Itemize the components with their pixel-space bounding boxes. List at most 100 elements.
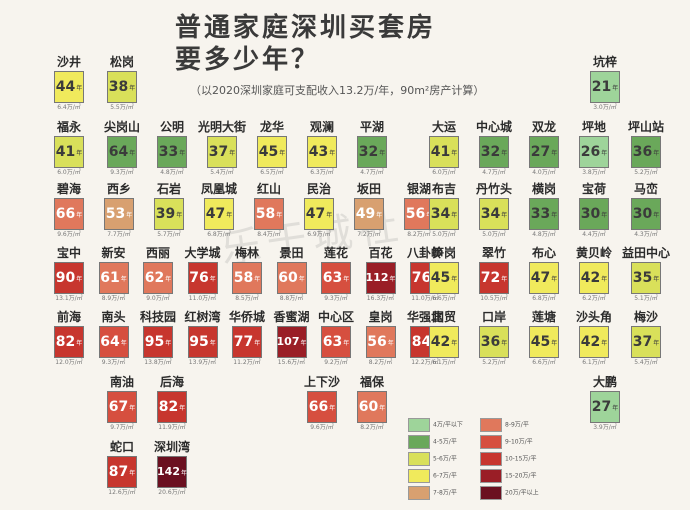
years-suffix: 年 bbox=[76, 211, 83, 219]
years-value: 84 bbox=[411, 334, 432, 350]
years-suffix: 年 bbox=[165, 339, 172, 347]
legend-item: 4-5万/平 bbox=[408, 435, 457, 449]
district-name: 景田 bbox=[279, 246, 304, 260]
years-suffix: 年 bbox=[165, 275, 172, 283]
legend-item: 15-20万/平 bbox=[480, 469, 536, 483]
legend-swatch bbox=[480, 486, 502, 500]
district-price: 3.0万/㎡ bbox=[593, 104, 617, 111]
district-cell: 梅沙 37 年 5.4万/㎡ bbox=[615, 310, 677, 370]
years-suffix: 年 bbox=[120, 339, 127, 347]
years-box: 44 年 bbox=[54, 71, 84, 103]
legend-label: 20万/平以上 bbox=[505, 489, 539, 497]
district-name: 平湖 bbox=[359, 120, 384, 134]
district-price: 5.2万/㎡ bbox=[634, 169, 658, 176]
district-price: 6.0万/㎡ bbox=[432, 169, 456, 176]
district-price: 8.2万/㎡ bbox=[407, 231, 431, 238]
district-price: 11.0万/㎡ bbox=[188, 295, 217, 302]
district-name: 益田中心 bbox=[621, 246, 670, 260]
years-value: 53 bbox=[105, 206, 126, 222]
years-box: 64 年 bbox=[98, 326, 129, 358]
district-name: 前海 bbox=[56, 310, 81, 324]
years-value: 82 bbox=[55, 334, 76, 350]
district-cell: 民治 47 年 6.9万/㎡ bbox=[288, 182, 350, 242]
legend-item: 5-6万/平 bbox=[408, 452, 457, 466]
title-line-1: 普通家庭深圳买套房 bbox=[175, 13, 437, 43]
years-suffix: 年 bbox=[209, 275, 216, 283]
years-suffix: 年 bbox=[76, 84, 83, 92]
years-box: 47 年 bbox=[529, 262, 559, 294]
district-name: 坪地 bbox=[581, 120, 606, 134]
legend-swatch bbox=[408, 418, 430, 432]
district-price: 11.2万/㎡ bbox=[233, 359, 261, 366]
district-cell: 新安 61 年 8.9万/㎡ bbox=[83, 246, 145, 306]
district-cell: 沙井 44 年 6.4万/㎡ bbox=[38, 55, 100, 115]
district-cell: 华侨城 77 年 11.2万/㎡ bbox=[216, 310, 278, 370]
legend-label: 8-9万/平 bbox=[505, 421, 529, 429]
district-cell: 宝荷 30 年 4.4万/㎡ bbox=[563, 182, 625, 242]
years-suffix: 年 bbox=[129, 404, 136, 412]
years-value: 95 bbox=[144, 334, 165, 350]
district-name: 南头 bbox=[101, 310, 126, 324]
district-cell: 笋岗 45 年 6.6万/㎡ bbox=[413, 246, 475, 306]
district-name: 莲花 bbox=[323, 246, 348, 260]
years-suffix: 年 bbox=[551, 149, 558, 157]
district-cell: 大运 41 年 6.0万/㎡ bbox=[413, 120, 475, 180]
legend-label: 10-15万/平 bbox=[505, 455, 537, 463]
years-value: 36 bbox=[480, 334, 501, 350]
years-box: 33 年 bbox=[157, 136, 187, 168]
years-suffix: 年 bbox=[129, 84, 136, 92]
legend-item: 9-10万/平 bbox=[480, 435, 533, 449]
district-cell: 南油 67 年 9.7万/㎡ bbox=[91, 375, 153, 435]
legend-label: 9-10万/平 bbox=[505, 438, 533, 446]
years-suffix: 年 bbox=[379, 149, 386, 157]
district-cell: 尖岗山 64 年 9.3万/㎡ bbox=[91, 120, 153, 180]
district-price: 4.7万/㎡ bbox=[360, 169, 384, 176]
years-value: 66 bbox=[55, 206, 76, 222]
years-box: 32 年 bbox=[479, 136, 509, 168]
legend-swatch bbox=[480, 469, 502, 483]
years-suffix: 年 bbox=[653, 275, 660, 283]
years-box: 41 年 bbox=[429, 136, 459, 168]
years-suffix: 年 bbox=[298, 275, 305, 283]
years-box: 27 年 bbox=[590, 391, 620, 423]
district-name: 大运 bbox=[431, 120, 456, 134]
district-price: 6.8万/㎡ bbox=[207, 231, 231, 238]
district-price: 8.4万/㎡ bbox=[257, 231, 281, 238]
legend-item: 10-15万/平 bbox=[480, 452, 536, 466]
years-suffix: 年 bbox=[451, 211, 458, 219]
district-cell: 口岸 36 年 5.2万/㎡ bbox=[463, 310, 525, 370]
district-cell: 深圳湾 142 年 20.6万/㎡ bbox=[141, 440, 203, 500]
district-cell: 双龙 27 年 4.0万/㎡ bbox=[513, 120, 575, 180]
district-name: 宝荷 bbox=[581, 182, 606, 196]
years-value: 64 bbox=[100, 334, 120, 350]
years-value: 35 bbox=[632, 270, 653, 286]
years-box: 34 年 bbox=[429, 198, 459, 230]
legend-label: 4-5万/平 bbox=[433, 438, 457, 446]
years-suffix: 年 bbox=[601, 149, 608, 157]
years-box: 107 年 bbox=[276, 326, 307, 358]
district-cell: 香蜜湖 107 年 15.6万/㎡ bbox=[261, 310, 323, 370]
years-value: 63 bbox=[322, 334, 343, 350]
years-suffix: 年 bbox=[501, 275, 508, 283]
years-value: 41 bbox=[55, 144, 76, 160]
district-cell: 梅林 58 年 8.5万/㎡ bbox=[216, 246, 278, 306]
district-cell: 布吉 34 年 5.0万/㎡ bbox=[413, 182, 475, 242]
district-name: 红山 bbox=[256, 182, 281, 196]
district-cell: 蛇口 87 年 12.6万/㎡ bbox=[91, 440, 153, 500]
years-suffix: 年 bbox=[76, 275, 83, 283]
district-name: 深圳湾 bbox=[153, 440, 190, 454]
years-value: 112 bbox=[365, 271, 389, 284]
years-value: 82 bbox=[158, 399, 179, 415]
district-price: 7.7万/㎡ bbox=[107, 231, 131, 238]
district-cell: 福永 41 年 6.0万/㎡ bbox=[38, 120, 100, 180]
years-value: 76 bbox=[189, 270, 209, 286]
district-cell: 黄贝岭 42 年 6.2万/㎡ bbox=[563, 246, 625, 306]
years-box: 112 年 bbox=[365, 262, 396, 294]
years-value: 58 bbox=[255, 206, 276, 222]
years-value: 45 bbox=[258, 144, 279, 160]
years-box: 82 年 bbox=[157, 391, 187, 423]
district-cell: 横岗 33 年 4.8万/㎡ bbox=[513, 182, 575, 242]
years-box: 61 年 bbox=[98, 262, 129, 294]
